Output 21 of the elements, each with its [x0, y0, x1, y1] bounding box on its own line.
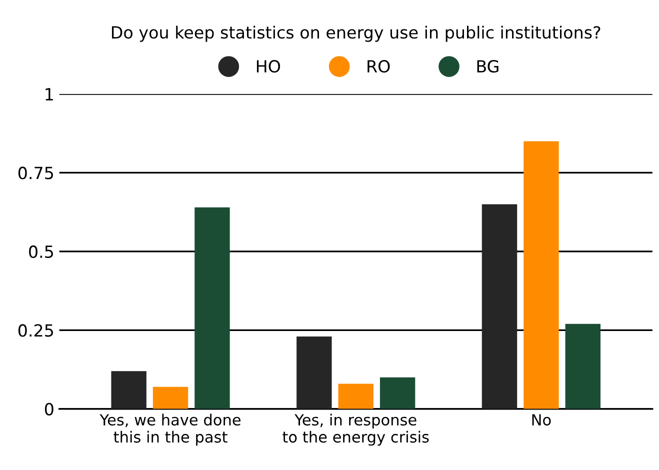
- y-tick-label: 0.75: [18, 166, 53, 180]
- y-tick-label: 0: [44, 402, 54, 416]
- legend-label: RO: [368, 60, 390, 73]
- bar: [296, 336, 332, 409]
- bar: [111, 371, 146, 409]
- bar: [152, 386, 188, 409]
- bar: [524, 141, 559, 409]
- legend-label: HO: [256, 60, 280, 73]
- bar: [482, 204, 518, 409]
- bar: [565, 324, 601, 409]
- y-tick-label: 0.25: [18, 324, 53, 337]
- x-tick-label: No: [532, 414, 551, 426]
- y-tick-label: 1: [46, 88, 53, 100]
- x-tick-label: Yes, in response to the energy crisis: [282, 414, 429, 446]
- y-tick-label: 0.5: [29, 245, 53, 258]
- chart-title: Do you keep statistics on energy use in public institutions?: [112, 26, 600, 42]
- x-tick-label: Yes, we have done this in the past: [100, 414, 241, 446]
- bar: [338, 384, 374, 409]
- bar: [380, 377, 416, 409]
- legend-label: BG: [477, 60, 498, 73]
- bar: [194, 207, 230, 409]
